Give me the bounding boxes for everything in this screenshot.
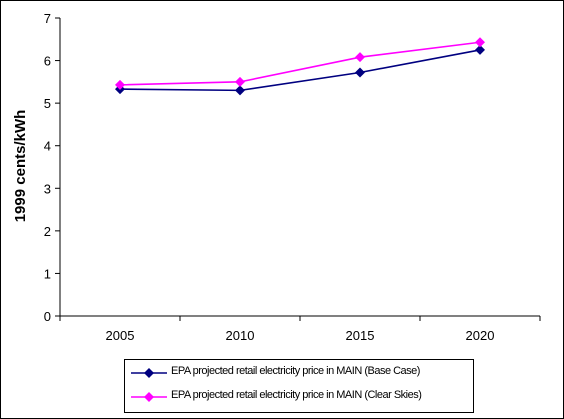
legend-swatch-base-case	[131, 368, 167, 378]
y-tick-label: 4	[44, 139, 51, 154]
y-tick-label: 7	[44, 11, 51, 26]
x-tick-label: 2020	[466, 328, 495, 343]
y-tick-label: 1	[44, 266, 51, 281]
series-layer	[115, 37, 485, 96]
y-tick-label: 5	[44, 96, 51, 111]
data-point	[475, 37, 485, 48]
x-tick-label: 2015	[346, 328, 375, 343]
data-point	[115, 79, 125, 90]
series-0	[115, 44, 485, 96]
axes	[59, 18, 540, 317]
x-tick-label: 2010	[226, 328, 255, 343]
y-ticks: 0 1 2 3 4 5 6 7	[44, 11, 60, 324]
data-point	[235, 76, 245, 87]
legend-item-base-case: EPA projected retail electricity price i…	[125, 362, 473, 384]
legend-swatch-clear-skies	[131, 392, 167, 402]
y-tick-label: 6	[44, 54, 51, 69]
y-tick-label: 0	[44, 309, 51, 324]
legend-label-clear-skies: EPA projected retail electricity price i…	[171, 389, 422, 401]
y-tick-label: 2	[44, 224, 51, 239]
data-point	[355, 52, 365, 63]
data-point	[235, 85, 245, 96]
series-line	[119, 49, 481, 92]
x-ticks: 2005 2010 2015 2020	[59, 316, 541, 343]
data-point	[355, 67, 365, 78]
legend-item-clear-skies: EPA projected retail electricity price i…	[125, 386, 473, 408]
legend: EPA projected retail electricity price i…	[124, 359, 474, 413]
series-1	[115, 37, 485, 90]
y-tick-label: 3	[44, 181, 51, 196]
legend-label-base-case: EPA projected retail electricity price i…	[171, 365, 420, 377]
data-point	[475, 44, 485, 55]
series-line	[119, 41, 481, 86]
y-axis-title: 1999 cents/kWh	[12, 110, 29, 223]
x-tick-label: 2005	[106, 328, 135, 343]
